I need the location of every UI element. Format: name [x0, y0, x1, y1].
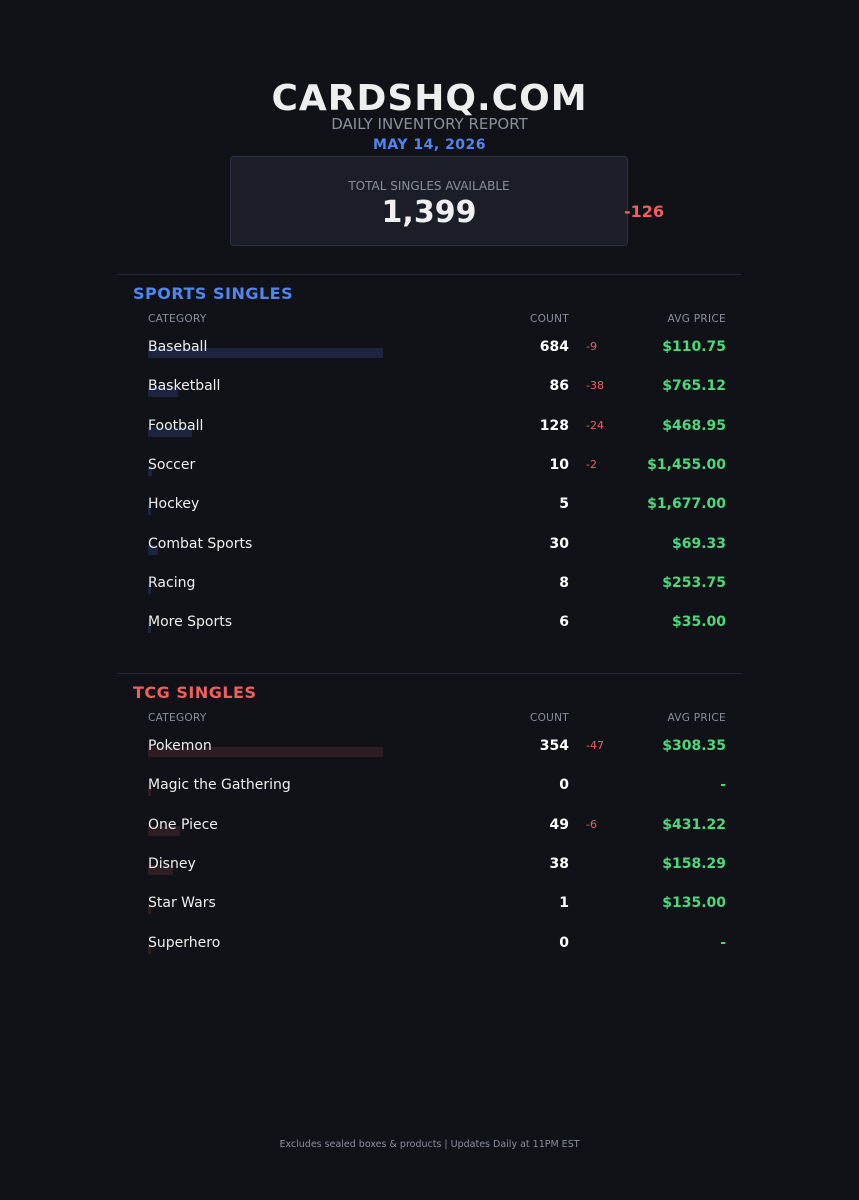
table-row: More Sports 6 $35.00: [0, 613, 859, 652]
row-avg-price: $158.29: [662, 855, 726, 872]
row-category: Superhero: [148, 934, 221, 951]
count-share-bar: [148, 387, 178, 398]
row-avg-price: $253.75: [662, 574, 726, 591]
row-count: 49: [549, 816, 569, 833]
table-row: One Piece 49 -6 $431.22: [0, 816, 859, 855]
count-share-bar: [148, 864, 174, 875]
total-singles-label: TOTAL SINGLES AVAILABLE: [348, 179, 510, 193]
row-count: 0: [559, 777, 569, 794]
row-category: More Sports: [148, 614, 233, 631]
column-header-count: COUNT: [529, 712, 569, 724]
report-date: MAY 14, 2026: [372, 137, 487, 153]
table-row: Racing 8 $253.75: [0, 574, 859, 613]
count-share-bar: [148, 825, 181, 836]
section-title: TCG SINGLES: [133, 683, 257, 702]
table-row: Pokemon 354 -47 $308.35: [0, 737, 859, 776]
row-count-change: -24: [586, 418, 604, 432]
row-count-change: -2: [586, 457, 597, 471]
count-share-bar: [148, 505, 151, 516]
row-count-change: -9: [586, 340, 597, 353]
row-avg-price: -: [720, 777, 726, 794]
table-row: Combat Sports 30 $69.33: [0, 535, 859, 574]
table-row: Star Wars 1 $135.00: [0, 894, 859, 933]
row-count: 86: [549, 378, 569, 395]
row-avg-price: $135.00: [662, 895, 726, 912]
brand-title: CARDSHQ.COM: [271, 78, 588, 119]
table-row: Magic the Gathering 0 -: [0, 776, 859, 815]
row-category: Football: [148, 417, 204, 434]
row-avg-price: $468.95: [662, 417, 726, 434]
row-category: Star Wars: [148, 895, 216, 912]
row-category: Baseball: [148, 339, 208, 355]
row-avg-price: $1,455.00: [647, 456, 726, 473]
row-avg-price: $765.12: [662, 378, 726, 395]
row-category: Magic the Gathering: [148, 777, 291, 794]
row-category: Combat Sports: [148, 535, 253, 552]
count-share-bar: [148, 348, 383, 358]
count-share-bar: [148, 465, 152, 476]
row-category: Pokemon: [148, 738, 212, 754]
row-category: Basketball: [148, 378, 221, 395]
row-count-change: -38: [586, 379, 604, 393]
total-singles-change: -126: [624, 202, 665, 221]
row-avg-price: $431.22: [662, 816, 726, 833]
row-category: Soccer: [148, 456, 196, 473]
count-share-bar: [148, 544, 159, 555]
row-category: Disney: [148, 855, 196, 872]
row-count: 30: [549, 535, 569, 552]
row-count: 684: [539, 339, 569, 355]
row-count: 6: [559, 614, 569, 631]
row-avg-price: -: [720, 934, 726, 951]
row-avg-price: $308.35: [662, 738, 726, 754]
row-count: 128: [539, 417, 569, 434]
table-row: Baseball 684 -9 $110.75: [0, 338, 859, 377]
row-category: Hockey: [148, 496, 200, 513]
table-row: Hockey 5 $1,677.00: [0, 495, 859, 534]
column-header-avg-price: AVG PRICE: [667, 313, 726, 325]
row-count: 5: [559, 496, 569, 513]
row-category: One Piece: [148, 816, 218, 833]
row-count: 1: [559, 895, 569, 912]
total-singles-value: 1,399: [381, 195, 477, 230]
count-share-bar: [148, 786, 151, 797]
row-avg-price: $110.75: [662, 339, 726, 355]
count-share-bar: [148, 623, 151, 634]
footer-note: Excludes sealed boxes & products | Updat…: [279, 1139, 580, 1150]
row-avg-price: $1,677.00: [647, 496, 726, 513]
row-count-change: -6: [586, 817, 597, 831]
table-row: Soccer 10 -2 $1,455.00: [0, 456, 859, 495]
total-singles-card: TOTAL SINGLES AVAILABLE 1,399: [230, 156, 628, 246]
count-share-bar: [148, 583, 151, 594]
section-divider: [117, 673, 741, 674]
row-count: 38: [549, 855, 569, 872]
column-header-category: CATEGORY: [148, 313, 207, 325]
count-share-bar: [148, 943, 151, 954]
table-row: Disney 38 $158.29: [0, 855, 859, 894]
row-count: 8: [559, 574, 569, 591]
column-header-avg-price: AVG PRICE: [667, 712, 726, 724]
column-header-count: COUNT: [529, 313, 569, 325]
count-share-bar: [148, 426, 192, 437]
table-row: Basketball 86 -38 $765.12: [0, 377, 859, 416]
count-share-bar: [148, 904, 151, 915]
row-count: 10: [549, 456, 569, 473]
section-divider: [117, 274, 741, 275]
table-row: Superhero 0 -: [0, 934, 859, 973]
count-share-bar: [148, 747, 383, 757]
row-avg-price: $69.33: [671, 535, 726, 552]
report-subtitle: DAILY INVENTORY REPORT: [331, 115, 528, 133]
section-title: SPORTS SINGLES: [133, 284, 294, 303]
row-count: 354: [539, 738, 569, 754]
row-count-change: -47: [586, 739, 604, 752]
row-count: 0: [559, 934, 569, 951]
row-category: Racing: [148, 574, 196, 591]
row-avg-price: $35.00: [671, 614, 726, 631]
table-row: Football 128 -24 $468.95: [0, 417, 859, 456]
column-header-category: CATEGORY: [148, 712, 207, 724]
